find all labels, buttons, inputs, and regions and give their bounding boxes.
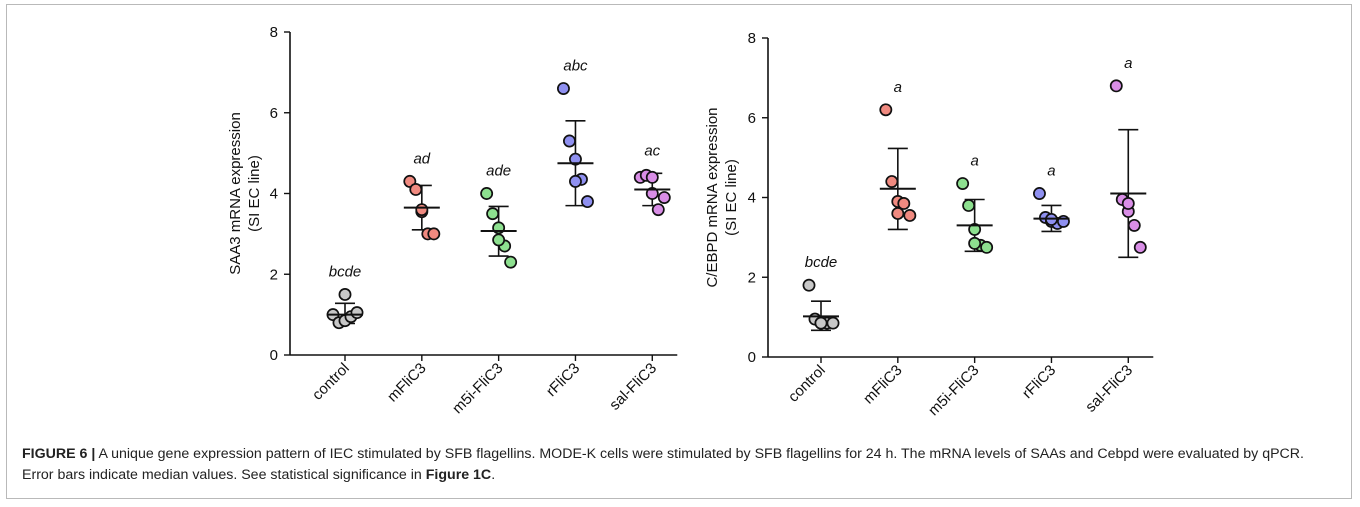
- data-point: [338, 287, 352, 301]
- x-category-label-control: control: [309, 360, 353, 404]
- data-point: [350, 306, 364, 320]
- data-point: [657, 191, 671, 204]
- data-point: [968, 222, 982, 236]
- data-point: [968, 236, 982, 250]
- y-axis-label-line2: (SI EC line): [723, 159, 740, 236]
- x-category-label-sal-FliC3: sal-FliC3: [606, 360, 660, 414]
- y-axis-label-line2: (SI EC line): [246, 155, 263, 232]
- chart-2: 0 2 4 6 8 C/EBPD mRNA expression (SI EC line) c…: [704, 30, 1154, 419]
- y-tick-label: 4: [748, 190, 756, 207]
- y-tick-label: 2: [270, 266, 278, 283]
- y-axis-label-line1: SAA3 mRNA expression: [227, 112, 244, 275]
- figure-frame: [6, 4, 1352, 499]
- y-axis-label-line1: C/EBPD mRNA expression: [704, 107, 721, 287]
- data-point: [802, 278, 816, 292]
- data-point: [1121, 197, 1135, 210]
- x-category-label-control: control: [785, 362, 829, 406]
- data-point: [956, 177, 970, 190]
- data-point: [903, 208, 917, 222]
- significance-label: a: [894, 79, 902, 96]
- data-point: [897, 197, 911, 210]
- data-point: [409, 183, 423, 196]
- data-point: [962, 199, 976, 212]
- y-tick-label: 4: [270, 186, 278, 203]
- significance-label: bcde: [805, 254, 838, 271]
- data-point: [645, 170, 659, 184]
- x-category-label-mFliC3: mFliC3: [860, 362, 906, 408]
- y-tick-label: 8: [748, 30, 756, 47]
- data-point: [581, 195, 594, 209]
- data-point: [879, 103, 893, 117]
- data-point: [1057, 214, 1070, 228]
- y-tick-label: 6: [748, 110, 756, 127]
- data-point: [504, 255, 518, 269]
- data-point: [486, 207, 500, 221]
- y-tick-label: 2: [748, 269, 756, 286]
- significance-label: abc: [563, 58, 588, 75]
- data-point: [814, 316, 828, 330]
- data-point: [569, 174, 582, 188]
- significance-label: ad: [413, 150, 430, 167]
- caption-text: A unique gene expression pattern of IEC …: [22, 446, 1304, 483]
- data-point: [980, 240, 994, 254]
- data-point: [1033, 187, 1046, 200]
- data-point: [427, 227, 441, 241]
- x-category-label-m5i-FliC3: m5i-FliC3: [925, 362, 982, 419]
- data-point: [492, 233, 506, 247]
- significance-label: a: [970, 153, 978, 170]
- data-point: [557, 82, 570, 95]
- x-category-label-rFliC3: rFliC3: [1019, 362, 1059, 402]
- caption-figure-ref: Figure 1C: [425, 466, 492, 483]
- data-point: [891, 206, 905, 220]
- significance-label: bcde: [329, 263, 362, 280]
- significance-label: a: [1047, 163, 1055, 180]
- figure-caption: FIGURE 6 | A unique gene expression patt…: [22, 444, 1338, 485]
- chart-1: 0 2 4 6 8 SAA3 mRNA expression (SI EC line) con…: [227, 24, 678, 417]
- data-point: [826, 316, 840, 330]
- data-point: [1109, 79, 1123, 93]
- data-point: [563, 134, 576, 148]
- x-category-label-sal-FliC3: sal-FliC3: [1082, 362, 1136, 416]
- data-point: [885, 175, 899, 188]
- caption-label: FIGURE 6 |: [22, 446, 96, 462]
- caption-end: .: [491, 466, 496, 483]
- data-point: [569, 152, 582, 166]
- data-point: [1133, 240, 1147, 254]
- x-category-label-mFliC3: mFliC3: [384, 360, 430, 406]
- data-point: [480, 187, 494, 200]
- significance-label: ac: [644, 142, 660, 159]
- y-tick-label: 8: [270, 24, 278, 41]
- data-point: [645, 187, 659, 200]
- x-category-label-m5i-FliC3: m5i-FliC3: [449, 360, 506, 417]
- significance-label: ade: [486, 163, 511, 180]
- significance-label: a: [1124, 55, 1132, 72]
- data-point: [415, 203, 429, 217]
- y-tick-label: 0: [748, 349, 756, 366]
- y-tick-label: 0: [270, 347, 278, 364]
- x-category-label-rFliC3: rFliC3: [543, 360, 583, 400]
- y-tick-label: 6: [270, 105, 278, 122]
- data-point: [1127, 218, 1141, 232]
- data-point: [651, 203, 665, 217]
